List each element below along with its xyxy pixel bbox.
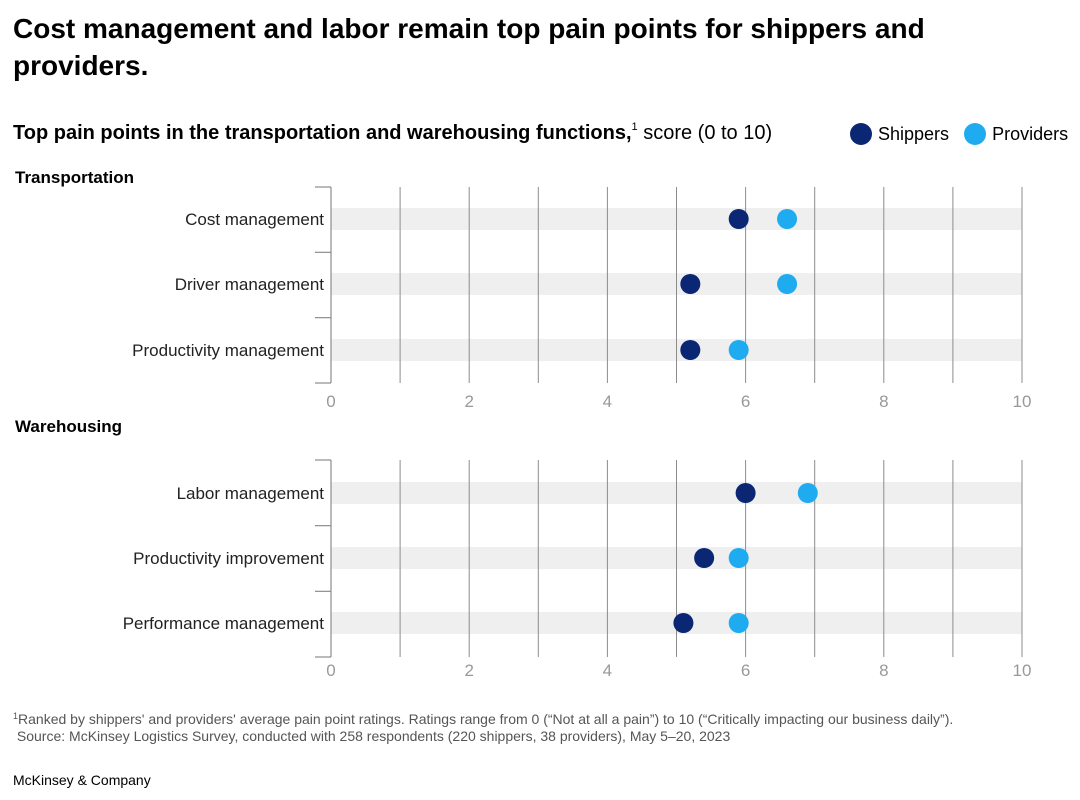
x-tick-label: 0 xyxy=(326,392,335,411)
x-tick-label: 2 xyxy=(464,392,473,411)
category-label: Performance management xyxy=(123,614,325,633)
panel-warehousing: Labor management Productivity improvement… xyxy=(123,459,1032,680)
legend-swatch-shippers xyxy=(850,123,872,145)
data-point-providers xyxy=(728,340,749,360)
data-point-shippers xyxy=(673,613,694,633)
x-tick-label: 0 xyxy=(326,661,335,680)
data-point-shippers xyxy=(680,340,701,360)
x-tick-label: 8 xyxy=(879,392,888,411)
legend: Shippers Providers xyxy=(850,123,1078,150)
category-label: Productivity management xyxy=(132,341,324,360)
panel-label-warehousing: Warehousing xyxy=(15,417,123,436)
x-tick-label: 6 xyxy=(741,661,750,680)
category-label: Labor management xyxy=(177,484,325,503)
x-tick-label: 2 xyxy=(464,661,473,680)
data-point-shippers xyxy=(728,209,749,229)
x-tick-label: 4 xyxy=(603,661,612,680)
panel-label-transportation: Transportation xyxy=(15,168,135,187)
data-point-providers xyxy=(777,209,798,229)
data-point-providers xyxy=(797,483,818,503)
legend-item-providers: Providers xyxy=(964,123,1068,145)
panel-transportation: Cost management Driver management Producti… xyxy=(132,186,1032,411)
brand-logo-text: McKinsey & Company xyxy=(13,772,151,788)
subtitle-bold: Top pain points in the transportation an… xyxy=(13,122,632,144)
data-point-providers xyxy=(777,274,798,294)
x-tick-label: 4 xyxy=(603,392,612,411)
footnote: 1Ranked by shippers' and providers' aver… xyxy=(13,708,953,745)
footnote-marker: 1 xyxy=(13,711,19,721)
subtitle-rest: score (0 to 10) xyxy=(637,122,773,144)
footnote-line-1: 1Ranked by shippers' and providers' aver… xyxy=(13,708,953,728)
data-point-shippers xyxy=(680,274,701,294)
chart-subtitle: Top pain points in the transportation an… xyxy=(13,121,772,145)
category-label: Productivity improvement xyxy=(133,549,324,568)
x-tick-label: 10 xyxy=(1013,392,1032,411)
x-tick-label: 8 xyxy=(879,661,888,680)
dot-plot-chart: Cost management Driver management Producti… xyxy=(123,186,1032,680)
data-point-providers xyxy=(728,613,749,633)
category-label: Driver management xyxy=(175,275,325,294)
data-point-providers xyxy=(728,548,749,568)
legend-label-providers: Providers xyxy=(992,123,1069,144)
footnote-text-1: Ranked by shippers' and providers' avera… xyxy=(18,711,954,727)
data-point-shippers xyxy=(694,548,715,568)
subtitle-footnote-marker: 1 xyxy=(631,121,638,133)
legend-item-shippers: Shippers xyxy=(850,123,949,145)
legend-label-shippers: Shippers xyxy=(878,123,950,144)
chart-title: Cost management and labor remain top pai… xyxy=(13,13,925,81)
x-tick-label: 6 xyxy=(741,392,750,411)
category-label: Cost management xyxy=(185,210,324,229)
legend-swatch-providers xyxy=(964,123,987,145)
footnote-line-2: Source: McKinsey Logistics Survey, condu… xyxy=(13,728,953,745)
data-point-shippers xyxy=(735,483,756,503)
footnote-source: Source: McKinsey Logistics Survey, condu… xyxy=(16,728,731,744)
x-tick-label: 10 xyxy=(1013,661,1032,680)
